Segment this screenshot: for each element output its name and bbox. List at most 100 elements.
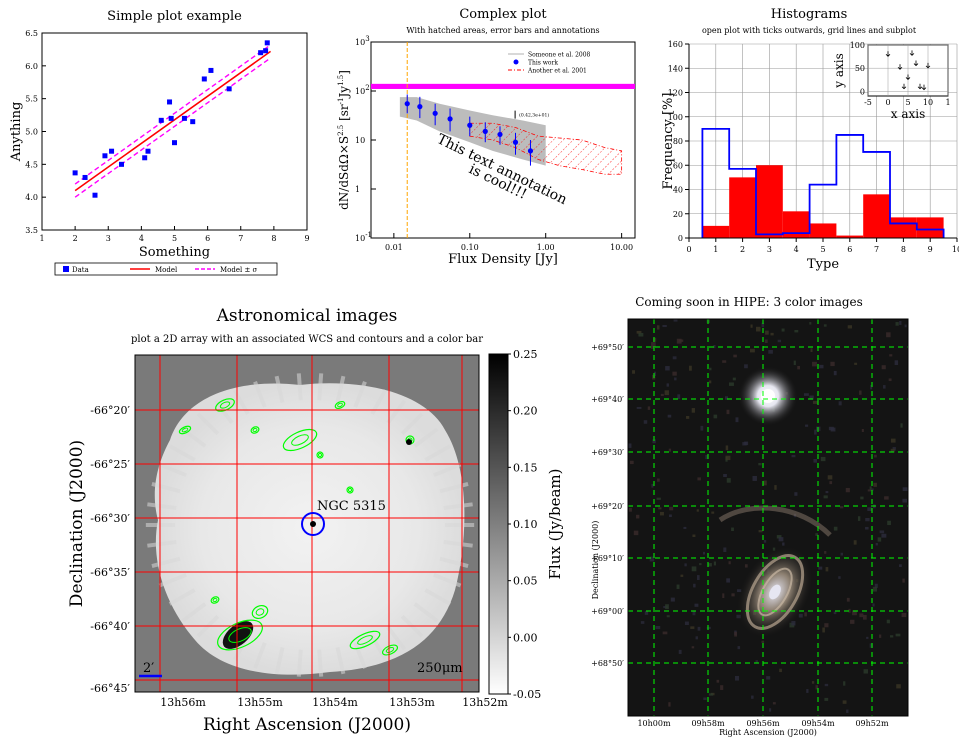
p5-noise-speck (662, 324, 667, 328)
p5-noise-speck (728, 561, 731, 565)
p3-ytick-label: 100 (668, 113, 683, 122)
p1-data-point (145, 148, 151, 154)
p4-contour (282, 428, 318, 452)
p5-noise-speck (697, 626, 701, 631)
p2-title: Complex plot (459, 7, 547, 22)
p5-noise-speck (708, 693, 714, 696)
p5-noise-speck (633, 530, 639, 536)
p4-contour (217, 619, 263, 651)
p1-xtick-label: 9 (304, 234, 309, 243)
p5-noise-speck (691, 408, 695, 413)
p1-legend-sigma-label: Model ± σ (220, 266, 258, 274)
p5-noise-speck (902, 578, 905, 583)
p1-xtick-label: 1 (39, 234, 44, 243)
p5-noise-speck (774, 485, 777, 490)
p5-noise-speck (722, 360, 727, 363)
p5-noise-speck (859, 390, 862, 395)
p1-xtick-label: 3 (106, 234, 111, 243)
p5-noise-speck (686, 415, 690, 419)
p5-noise-speck (794, 329, 799, 333)
p1-data-point (142, 155, 148, 161)
p1-xtick-label: 8 (271, 234, 276, 243)
p5-noise-speck (723, 474, 727, 478)
p4-contour (316, 451, 324, 459)
p1-legend-data-marker (63, 266, 69, 272)
p5-noise-speck (734, 631, 738, 637)
p3-inset-arrow (897, 64, 903, 70)
p2-xtick-label: 0.10 (461, 243, 479, 252)
p4-colorbar-tick-label: 0.20 (513, 405, 538, 418)
p5-noise-speck (781, 328, 785, 332)
p5-noise-speck (638, 332, 644, 337)
p5-noise-speck (666, 383, 669, 387)
p5-ytick-label: +69°30′ (591, 448, 624, 457)
p5-ylabel: Declination (J2000) (591, 521, 600, 600)
p5-noise-speck (758, 530, 763, 533)
p3-ytick-label: 20 (673, 210, 683, 219)
p5-noise-speck (778, 537, 784, 542)
p4-emission-region (154, 383, 465, 675)
p3-ytick-label: 0 (678, 234, 683, 243)
p3-inset-arrow (905, 74, 911, 81)
p3-xtick-label: 3 (767, 245, 772, 254)
p1-ytick-label: 6.5 (25, 29, 38, 38)
p5-xlabel: Right Ascension (J2000) (719, 728, 817, 737)
p4-ngc-label: NGC 5315 (317, 499, 386, 514)
p5-noise-speck (725, 445, 729, 451)
p1-data-point (102, 153, 108, 159)
p4-source-2 (406, 439, 412, 445)
p4-edge-streak (181, 602, 207, 623)
p3-title: Histograms (771, 7, 848, 22)
p4-edge-streak (400, 412, 424, 436)
p5-noise-speck (678, 339, 684, 342)
p5-ytick-label: +69°40′ (591, 395, 624, 404)
p5-noise-speck (713, 345, 716, 349)
p5-noise-speck (673, 319, 678, 322)
p2-legend-thiswork-label: This work (528, 60, 558, 67)
p5-noise-speck (879, 530, 885, 534)
p5-noise-speck (899, 321, 902, 325)
p1-data-point (72, 170, 78, 176)
p2-xtick-label: 0.01 (385, 243, 403, 252)
p4-contour (291, 434, 309, 446)
p3-inset-xtick-label: 0 (885, 98, 890, 107)
p5-noise-speck (838, 576, 841, 579)
p5-noise-speck (879, 634, 882, 638)
p5-noise-speck (636, 514, 640, 519)
p5-noise-speck (696, 509, 699, 512)
p5-noise-speck (870, 384, 873, 390)
p5-noise-speck (791, 454, 796, 458)
p4-edge-streak (335, 375, 346, 404)
p5-noise-speck (674, 377, 677, 381)
p5-noise-speck (833, 611, 837, 615)
p4-contour (337, 402, 343, 408)
p2-data-point (432, 110, 438, 116)
p4-colorbar-tick-label: 0.25 (513, 348, 538, 361)
p5-noise-speck (867, 489, 871, 492)
p5-noise-speck (828, 426, 834, 431)
p5-noise-speck (692, 610, 696, 616)
p5-noise-speck (652, 439, 656, 444)
p5-noise-speck (765, 330, 769, 335)
p3-ytick-label: 80 (673, 137, 683, 146)
p5-noise-speck (881, 533, 887, 538)
p5-noise-speck (861, 429, 864, 433)
p5-noise-speck (660, 393, 664, 397)
p5-spiral-core (769, 584, 781, 600)
p5-noise-speck (874, 454, 877, 458)
p4-edge-streak (433, 572, 462, 588)
p5-noise-speck (711, 511, 715, 514)
p5-spiral-arm (757, 567, 793, 617)
p2-ytick-label: 102 (355, 84, 370, 96)
p5-noise-speck (842, 700, 847, 704)
p1-ylabel: Anything (9, 102, 24, 163)
p5-noise-speck (797, 365, 801, 370)
p4-edge-streak (168, 588, 196, 606)
p5-noise-speck (650, 345, 654, 349)
p5-noise-speck (886, 332, 891, 338)
p5-noise-speck (677, 394, 681, 400)
p5-noise-speck (862, 614, 867, 620)
p4-edge-streak (413, 602, 439, 623)
p5-noise-speck (772, 702, 776, 705)
p4-edge-streak (335, 646, 346, 675)
